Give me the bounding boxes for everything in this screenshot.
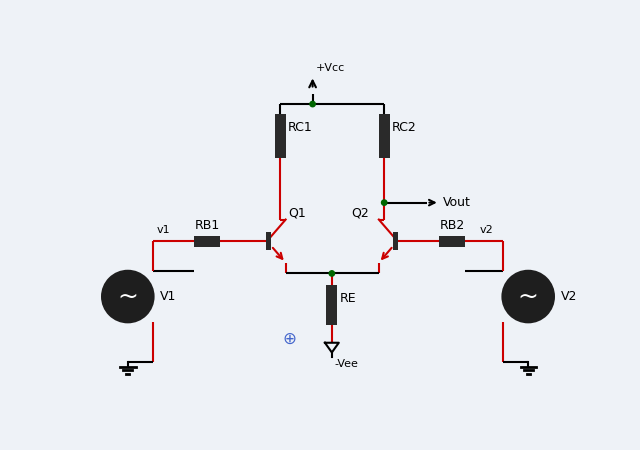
- Bar: [326, 285, 337, 325]
- Text: RC2: RC2: [392, 121, 417, 134]
- Text: v2: v2: [480, 225, 493, 235]
- Text: V2: V2: [561, 290, 577, 303]
- Text: v1: v1: [157, 225, 171, 235]
- Text: RB1: RB1: [195, 219, 220, 232]
- Text: ~: ~: [117, 284, 138, 309]
- Text: Q1: Q1: [288, 207, 306, 220]
- Text: RC1: RC1: [288, 121, 313, 134]
- Bar: [439, 236, 465, 247]
- Bar: [379, 114, 390, 158]
- Circle shape: [381, 200, 387, 205]
- Circle shape: [310, 101, 316, 107]
- Circle shape: [102, 271, 153, 322]
- Text: +Vcc: +Vcc: [316, 63, 345, 73]
- Text: RB2: RB2: [439, 219, 465, 232]
- Circle shape: [503, 271, 554, 322]
- Text: ⊕: ⊕: [283, 330, 296, 348]
- Text: V1: V1: [160, 290, 177, 303]
- Circle shape: [329, 271, 335, 276]
- Text: Vout: Vout: [443, 196, 470, 209]
- Bar: [275, 114, 285, 158]
- Bar: [194, 236, 220, 247]
- Bar: [266, 232, 271, 250]
- Bar: [394, 232, 398, 250]
- Text: ~: ~: [518, 284, 539, 309]
- Text: -Vee: -Vee: [335, 359, 359, 369]
- Text: Q2: Q2: [351, 207, 369, 220]
- Text: RE: RE: [340, 292, 356, 305]
